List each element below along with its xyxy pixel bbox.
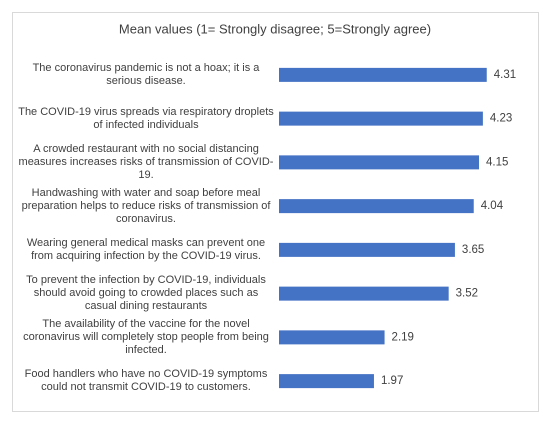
bar (279, 155, 480, 170)
bar (279, 199, 474, 214)
data-label: 4.31 (494, 69, 516, 81)
chart-title: Mean values (1= Strongly disagree; 5=Str… (119, 21, 431, 36)
category-label: To prevent the infection by COVID-19, in… (26, 274, 266, 313)
bar (279, 330, 385, 345)
category-label: Handwashing with water and soap before m… (21, 186, 271, 225)
data-label: 2.19 (392, 331, 414, 343)
category-label: Food handlers who have no COVID-19 sympt… (24, 368, 268, 394)
bar (279, 374, 374, 389)
category-label: The availability of the vaccine for the … (23, 317, 269, 356)
bar (279, 67, 487, 82)
bar (279, 286, 449, 301)
data-label: 4.15 (486, 156, 508, 168)
bar (279, 242, 455, 257)
data-label: 4.23 (490, 113, 512, 125)
category-label: The COVID-19 virus spreads via respirato… (18, 105, 274, 131)
data-label: 3.52 (456, 288, 478, 300)
chart-frame (12, 12, 539, 412)
data-label: 1.97 (381, 375, 403, 387)
data-label: 3.65 (462, 244, 484, 256)
category-label: Wearing general medical masks can preven… (26, 236, 266, 262)
bar (279, 111, 483, 126)
category-label: A crowded restaurant with no social dist… (18, 142, 274, 181)
category-label: The coronavirus pandemic is not a hoax; … (32, 61, 260, 87)
data-label: 4.04 (481, 200, 504, 212)
